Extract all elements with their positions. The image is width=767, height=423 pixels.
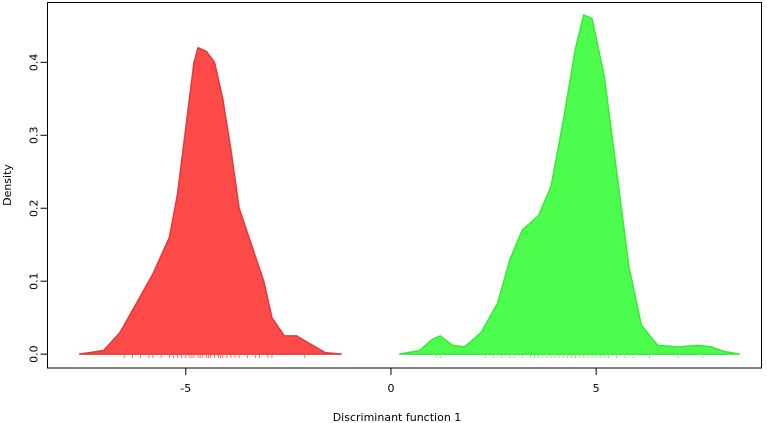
y-tick-label: 0.0 [28,345,41,363]
x-tick-label: -5 [180,382,191,395]
density-area [78,46,342,355]
density-area [399,13,740,355]
x-tick-label: 5 [593,382,600,395]
plot-frame [47,2,762,369]
y-tick-label: 0.4 [28,54,41,72]
x-tick-label: 0 [387,382,394,395]
y-tick-label: 0.2 [28,199,41,217]
x-axis-label: Discriminant function 1 [333,411,462,423]
y-tick-label: 0.1 [28,272,41,290]
y-tick-label: 0.3 [28,127,41,145]
y-axis-label: Density [1,164,14,206]
